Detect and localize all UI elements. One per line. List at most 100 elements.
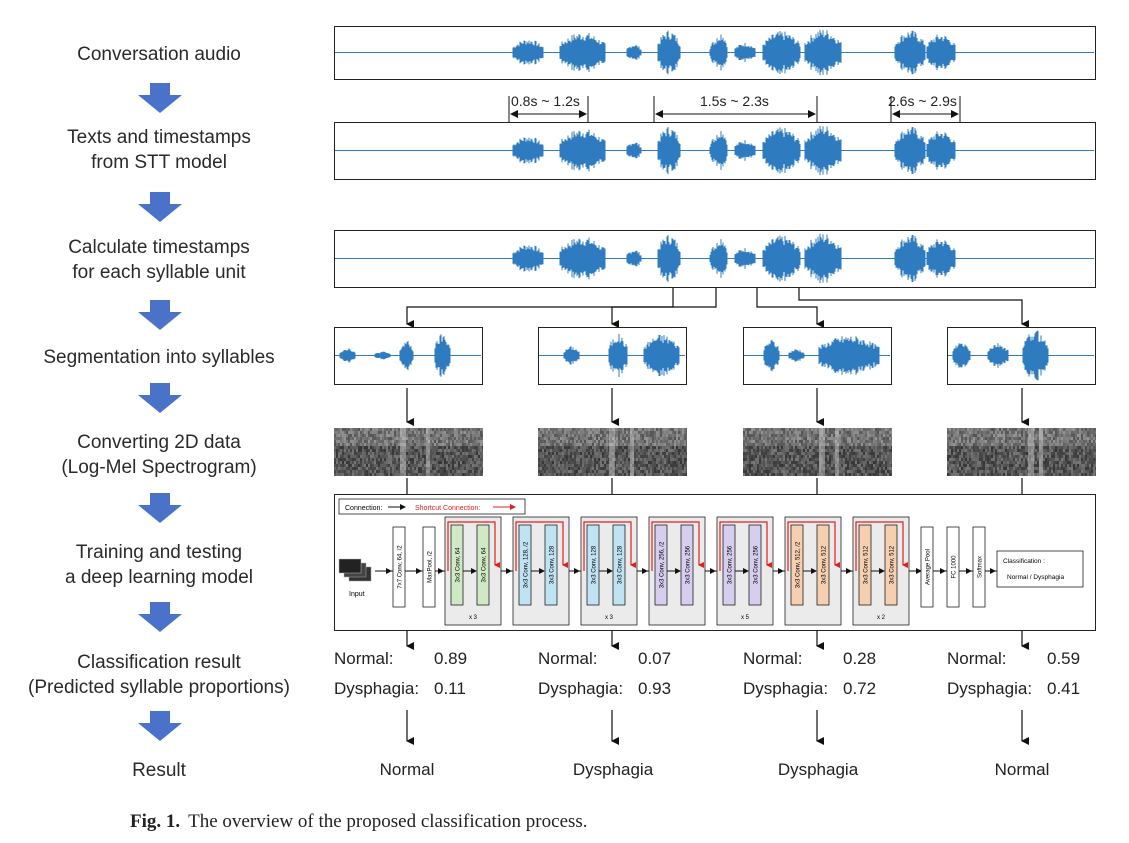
step-line: Calculate timestamps xyxy=(68,237,250,258)
legend-box xyxy=(338,498,526,515)
step-label-classification: Classification result (Predicted syllabl… xyxy=(0,650,318,700)
dysphagia-label: Dysphagia: xyxy=(947,679,1033,698)
conv-layer-label: 3x3 Conv, 128 xyxy=(618,545,624,584)
normal-label: Normal: xyxy=(743,649,803,668)
dysphagia-probability: 0.72 xyxy=(843,679,877,698)
step-label-log-mel: Converting 2D data (Log-Mel Spectrogram) xyxy=(0,430,318,480)
result-label: Dysphagia xyxy=(572,760,654,779)
waveform-panel-syllable-markers xyxy=(334,230,1096,288)
conv-layer xyxy=(612,524,626,606)
shortcut-connection xyxy=(583,521,636,571)
step-label-timestamps: Calculate timestamps for each syllable u… xyxy=(0,235,318,285)
syllable-waveform xyxy=(539,333,685,378)
maxpool-layer-label: MaxPool, /2 xyxy=(428,550,434,582)
shortcut-connection xyxy=(719,521,772,571)
figure-caption: Fig. 1. The overview of the proposed clas… xyxy=(130,811,588,833)
conv-layer-label: 3x3 Conv, 512 xyxy=(890,545,896,584)
conv-layer xyxy=(654,524,668,606)
normal-label: Normal: xyxy=(947,649,1007,668)
time-range-label: 1.5s ~ 2.3s xyxy=(700,93,769,109)
input-label: Input xyxy=(349,591,365,598)
step-line: Segmentation into syllables xyxy=(43,347,275,368)
conv-layer xyxy=(858,524,872,606)
resnet-diagram: Connection: Shortcut Connection: Input 7… xyxy=(338,498,1084,626)
softmax-layer-label: Softmax xyxy=(978,556,984,578)
softmax-layer xyxy=(972,526,986,608)
log-mel-spectrogram xyxy=(538,428,687,476)
conv1-layer xyxy=(392,526,406,608)
conv-layer xyxy=(544,524,558,606)
conv-layer xyxy=(884,524,898,606)
waveform-markers xyxy=(335,233,1094,284)
fc-layer xyxy=(946,526,960,608)
block-multiplier: x 3 xyxy=(469,615,478,621)
conv-layer-label: 3x3 Conv, 256 xyxy=(686,545,692,584)
log-mel-spectrogram xyxy=(334,428,483,476)
down-arrow-icon xyxy=(138,493,182,523)
log-mel-spectrogram xyxy=(743,428,892,476)
dysphagia-label: Dysphagia: xyxy=(538,679,624,698)
step-line: Conversation audio xyxy=(77,44,241,65)
result-label: Normal xyxy=(994,760,1050,779)
conv-layer-label: 3x3 Conv, 128 xyxy=(592,545,598,584)
step-label-conversation-audio: Conversation audio xyxy=(0,42,318,67)
conv-layer xyxy=(816,524,830,606)
legend-shortcut-label: Shortcut Connection: xyxy=(415,505,480,512)
conv-layer-label: 3x3 Conv, 256, /2 xyxy=(660,541,666,588)
conv-layer xyxy=(476,524,490,606)
conv-layer xyxy=(586,524,600,606)
syllable-segment-panel xyxy=(538,327,687,385)
step-line: (Log-Mel Spectrogram) xyxy=(61,457,257,478)
waveform-conversation xyxy=(335,29,1094,76)
syllable-waveform xyxy=(335,334,481,377)
classification-value: Normal / Dysphagia xyxy=(1007,574,1064,581)
dysphagia-probability: 0.93 xyxy=(638,679,672,698)
step-label-stt: Texts and timestamps from STT model xyxy=(0,125,318,175)
conv-layer-label: 3x3 Conv, 128 xyxy=(550,545,556,584)
syllable-waveform xyxy=(948,330,1094,381)
dysphagia-label: Dysphagia: xyxy=(743,679,829,698)
step-line: from STT model xyxy=(91,152,227,173)
step-line: Texts and timestamps xyxy=(67,127,251,148)
figure-caption-label: Fig. 1. xyxy=(130,811,181,832)
conv-layer-label: 3x3 Conv, 64 xyxy=(482,547,488,583)
conv-layer xyxy=(450,524,464,606)
classification-output-box xyxy=(996,550,1084,588)
normal-probability: 0.59 xyxy=(1047,649,1081,668)
waveform-panel-conversation xyxy=(334,26,1096,80)
conv-layer-label: 3x3 Conv, 512, /2 xyxy=(796,541,802,588)
shortcut-connection xyxy=(855,521,908,571)
figure-caption-text: The overview of the proposed classificat… xyxy=(188,811,588,832)
conv-layer xyxy=(748,524,762,606)
down-arrow-icon xyxy=(138,383,182,413)
conv-layer xyxy=(722,524,736,606)
dysphagia-probability: 0.11 xyxy=(434,679,466,698)
normal-probability: 0.28 xyxy=(843,649,877,668)
block-multiplier: x 5 xyxy=(741,615,750,621)
normal-label: Normal: xyxy=(334,649,394,668)
result-label: Normal xyxy=(379,760,435,779)
step-line: (Predicted syllable proportions) xyxy=(28,677,290,698)
step-line: Classification result xyxy=(77,652,241,673)
time-range-label: 2.6s ~ 2.9s xyxy=(888,93,957,109)
time-range-label: 0.8s ~ 1.2s xyxy=(511,93,580,109)
down-arrow-icon xyxy=(138,83,182,113)
average-pool-layer xyxy=(920,526,934,608)
conv-layer-label: 3x3 Conv, 512 xyxy=(822,545,828,584)
down-arrow-icon xyxy=(138,300,182,330)
block-multiplier: x 2 xyxy=(877,615,886,621)
step-line: a deep learning model xyxy=(64,567,254,588)
shortcut-connection xyxy=(515,521,568,571)
log-mel-spectrogram xyxy=(947,428,1096,476)
shortcut-connection xyxy=(787,521,840,571)
conv1-layer-label: 7x7 Conv, 64, /2 xyxy=(398,545,404,589)
conv-layer-label: 3x3 Conv, 512 xyxy=(864,545,870,584)
average-pool-layer-label: Average Pool xyxy=(926,549,932,585)
dysphagia-label: Dysphagia: xyxy=(334,679,420,698)
down-arrow-icon xyxy=(138,711,182,741)
step-label-training: Training and testing a deep learning mod… xyxy=(0,540,318,590)
fc-layer-label: FC 1000 xyxy=(952,555,958,579)
step-line: for each syllable unit xyxy=(72,262,246,283)
syllable-segment-panel xyxy=(743,327,892,385)
maxpool-layer xyxy=(422,526,436,608)
